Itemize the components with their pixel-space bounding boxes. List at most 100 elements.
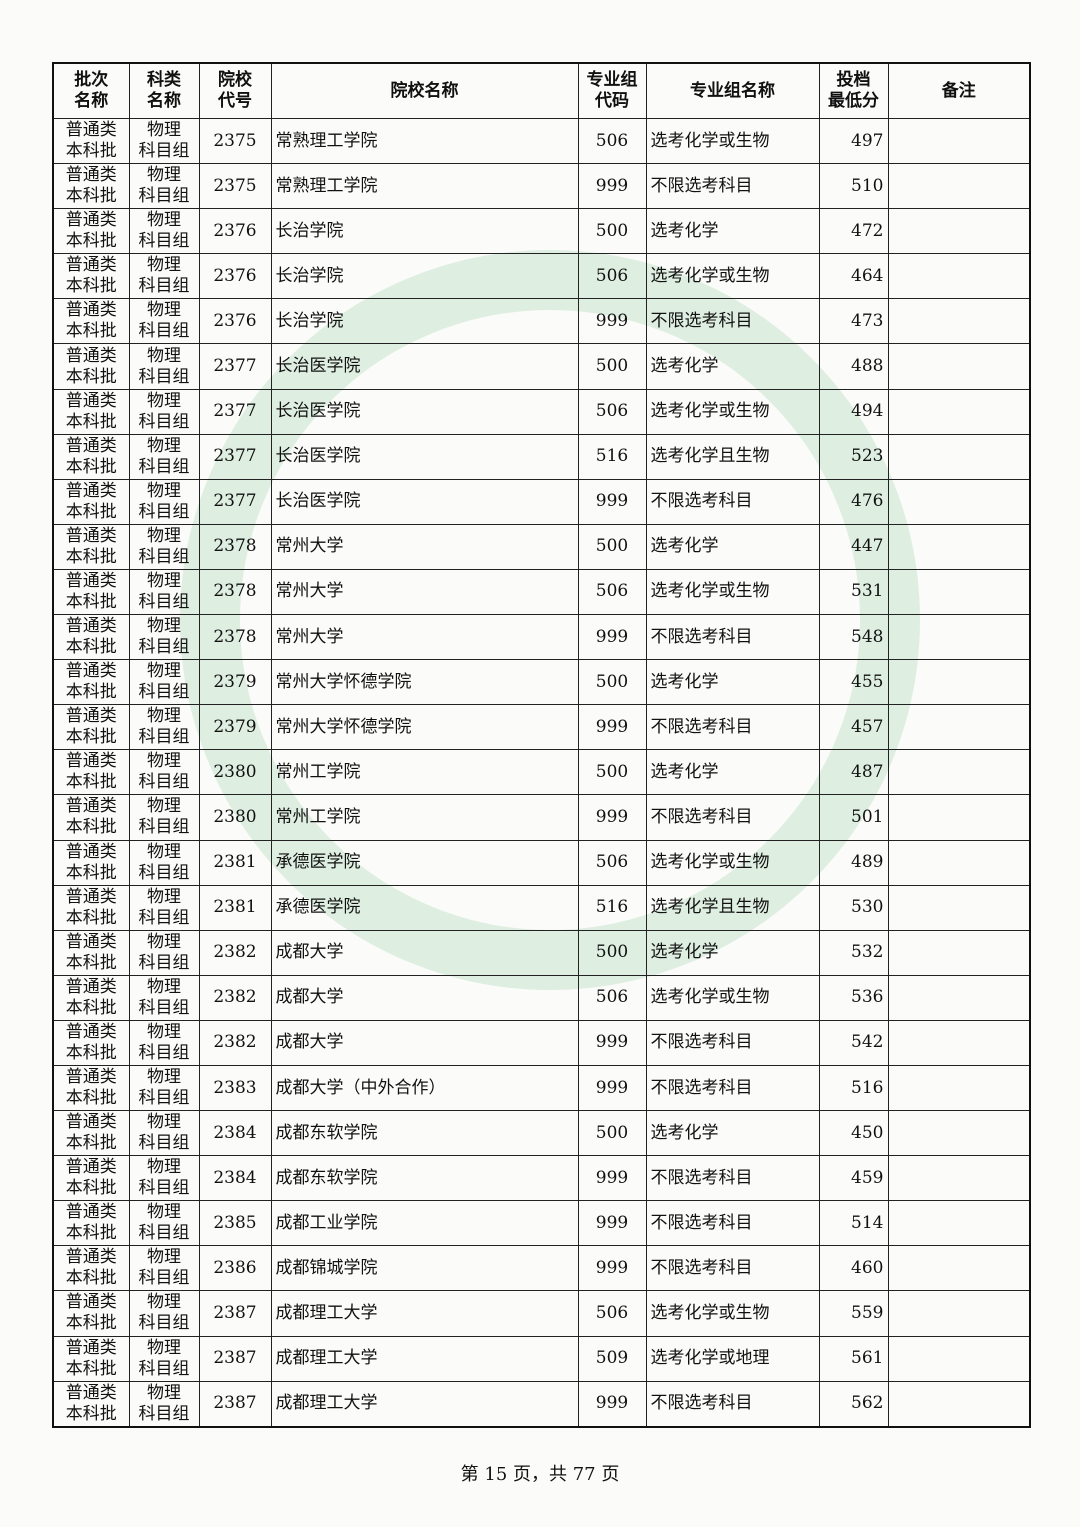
table-cell: 普通类 本科批 xyxy=(52,1064,130,1112)
table-cell: 2386 xyxy=(198,1245,272,1292)
cell-line: 本科批 xyxy=(65,727,117,748)
table-cell: 2387 xyxy=(198,1335,272,1382)
remark-cell xyxy=(887,929,1031,976)
cell-line: 批次 xyxy=(74,70,109,90)
table-cell: 物理 科目组 xyxy=(128,253,200,300)
cell-line: 本科批 xyxy=(65,366,117,387)
cell-line: 物理 xyxy=(147,255,181,276)
table-cell: 2376 xyxy=(198,253,272,300)
remark-cell xyxy=(887,1290,1031,1337)
table-cell: 不限选考科目 xyxy=(645,478,820,525)
cell-line: 科目组 xyxy=(138,276,190,297)
remark-cell xyxy=(887,704,1031,751)
table-row: 普通类 本科批 物理 科目组 2377 长治医学院 516 选考化学且生物 523 xyxy=(52,433,1031,480)
table-cell: 普通类 本科批 xyxy=(52,208,130,255)
remark-cell xyxy=(887,1245,1031,1292)
table-cell: 999 xyxy=(577,298,647,345)
table-cell: 常熟理工学院 xyxy=(270,117,579,165)
table-row: 普通类 本科批 物理 科目组 2378 常州大学 999 不限选考科目 548 xyxy=(52,614,1031,661)
cell-line: 普通类 xyxy=(65,1157,117,1178)
table-row: 普通类 本科批 物理 科目组 2383 成都大学（中外合作） 999 不限选考科目 516 xyxy=(52,1064,1031,1112)
table-cell: 普通类 本科批 xyxy=(52,1110,130,1157)
table-cell: 物理 科目组 xyxy=(128,839,200,886)
table-cell: 2382 xyxy=(198,974,272,1021)
table-cell: 选考化学或生物 xyxy=(645,839,820,886)
table-cell: 普通类 本科批 xyxy=(52,433,130,480)
table-cell: 成都理工大学 xyxy=(270,1290,579,1337)
table-cell: 999 xyxy=(577,614,647,661)
table-cell: 物理 科目组 xyxy=(128,1335,200,1382)
cell-line: 普通类 xyxy=(65,1021,117,1042)
cell-line: 物理 xyxy=(147,165,181,186)
table-cell: 普通类 本科批 xyxy=(52,343,130,390)
table-cell: 559 xyxy=(818,1290,889,1337)
table-cell: 普通类 本科批 xyxy=(52,1200,130,1247)
table-cell: 常州工学院 xyxy=(270,749,579,796)
table-cell: 物理 科目组 xyxy=(128,1110,200,1157)
table-cell: 473 xyxy=(818,298,889,345)
table-cell: 506 xyxy=(577,568,647,616)
remark-cell xyxy=(887,343,1031,390)
cell-line: 普通类 xyxy=(65,165,117,186)
table-cell: 物理 科目组 xyxy=(128,1290,200,1337)
table-cell: 选考化学 xyxy=(645,523,820,570)
cell-line: 物理 xyxy=(147,931,181,952)
table-cell: 物理 科目组 xyxy=(128,343,200,390)
cell-line: 科目组 xyxy=(138,1042,190,1063)
table-cell: 物理 科目组 xyxy=(128,659,200,706)
table-cell: 2384 xyxy=(198,1155,272,1202)
table-cell: 常州大学 xyxy=(270,614,579,661)
table-cell: 506 xyxy=(577,117,647,165)
table-cell: 2378 xyxy=(198,568,272,616)
cell-line: 本科批 xyxy=(65,501,117,522)
remark-cell xyxy=(887,1019,1031,1066)
cell-line: 科目组 xyxy=(138,907,190,928)
cell-line: 物理 xyxy=(147,1021,181,1042)
table-cell: 999 xyxy=(577,1155,647,1202)
table-cell: 不限选考科目 xyxy=(645,1245,820,1292)
cell-line: 科目组 xyxy=(138,727,190,748)
table-cell: 普通类 本科批 xyxy=(52,614,130,661)
cell-line: 物理 xyxy=(147,661,181,682)
remark-cell xyxy=(887,1064,1031,1112)
table-cell: 542 xyxy=(818,1019,889,1066)
table-cell: 2384 xyxy=(198,1110,272,1157)
table-cell: 普通类 本科批 xyxy=(52,839,130,886)
cell-line: 普通类 xyxy=(65,1112,117,1133)
cell-line: 科目组 xyxy=(138,772,190,793)
table-cell: 物理 科目组 xyxy=(128,433,200,480)
header-cell: 备注 xyxy=(887,62,1031,119)
table-cell: 2382 xyxy=(198,929,272,976)
table-row: 普通类 本科批 物理 科目组 2377 长治医学院 999 不限选考科目 476 xyxy=(52,478,1031,525)
cell-line: 物理 xyxy=(147,1247,181,1268)
remark-cell xyxy=(887,478,1031,525)
cell-line: 科目组 xyxy=(138,1088,190,1109)
table-cell: 不限选考科目 xyxy=(645,794,820,841)
table-cell: 选考化学或生物 xyxy=(645,388,820,435)
table-cell: 选考化学且生物 xyxy=(645,884,820,931)
cell-line: 物理 xyxy=(147,616,181,637)
remark-cell xyxy=(887,1335,1031,1382)
cell-line: 普通类 xyxy=(65,435,117,456)
remark-cell xyxy=(887,1155,1031,1202)
table-cell: 普通类 本科批 xyxy=(52,1245,130,1292)
cell-line: 本科批 xyxy=(65,456,117,477)
table-cell: 不限选考科目 xyxy=(645,1064,820,1112)
table-cell: 普通类 本科批 xyxy=(52,704,130,751)
table-cell: 不限选考科目 xyxy=(645,614,820,661)
remark-cell xyxy=(887,749,1031,796)
table-cell: 999 xyxy=(577,478,647,525)
table-row: 普通类 本科批 物理 科目组 2375 常熟理工学院 999 不限选考科目 510 xyxy=(52,163,1031,210)
cell-line: 普通类 xyxy=(65,1067,117,1088)
table-row: 普通类 本科批 物理 科目组 2377 长治医学院 506 选考化学或生物 494 xyxy=(52,388,1031,435)
remark-cell xyxy=(887,614,1031,661)
table-cell: 不限选考科目 xyxy=(645,1380,820,1428)
table-cell: 物理 科目组 xyxy=(128,749,200,796)
cell-line: 本科批 xyxy=(65,591,117,612)
table-cell: 2383 xyxy=(198,1064,272,1112)
table-cell: 普通类 本科批 xyxy=(52,478,130,525)
cell-line: 代号 xyxy=(218,91,252,111)
cell-line: 科目组 xyxy=(138,501,190,522)
table-cell: 532 xyxy=(818,929,889,976)
table-cell: 常州工学院 xyxy=(270,794,579,841)
